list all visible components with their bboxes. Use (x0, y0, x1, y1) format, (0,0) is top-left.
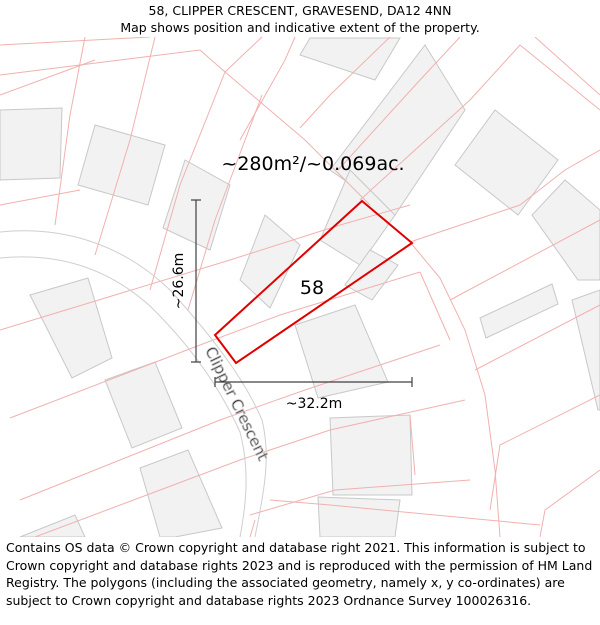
plot-number-label: 58 (300, 277, 324, 299)
height-dimension (191, 199, 201, 363)
building (531, 179, 600, 281)
property-boundary[interactable] (213, 199, 414, 365)
property-address: 58, CLIPPER CRESCENT, GRAVESEND, DA12 4N… (148, 3, 452, 18)
building (0, 107, 63, 181)
building (454, 109, 559, 216)
map-header: 58, CLIPPER CRESCENT, GRAVESEND, DA12 4N… (0, 0, 600, 39)
width-label: ~32.2m (286, 396, 343, 412)
building (479, 283, 559, 339)
building (29, 277, 113, 379)
building (19, 514, 86, 538)
building (294, 304, 389, 399)
map-subtitle: Map shows position and indicative extent… (120, 20, 480, 35)
area-label: ~280m²/~0.069ac. (221, 153, 404, 175)
building (299, 37, 401, 81)
building (317, 496, 401, 538)
plot-boundaries (0, 36, 600, 538)
map-canvas[interactable]: Clipper Crescent 58 ~280m²/~0.069ac. ~26… (0, 36, 600, 538)
building (571, 289, 600, 411)
building (329, 414, 413, 496)
attribution-text: Contains OS data © Crown copyright and d… (6, 540, 593, 608)
building (139, 449, 223, 538)
building (239, 214, 301, 309)
width-dimension (214, 377, 413, 387)
building (104, 361, 183, 449)
building (77, 124, 166, 206)
height-label: ~26.6m (171, 253, 187, 310)
road-edges (0, 230, 267, 538)
